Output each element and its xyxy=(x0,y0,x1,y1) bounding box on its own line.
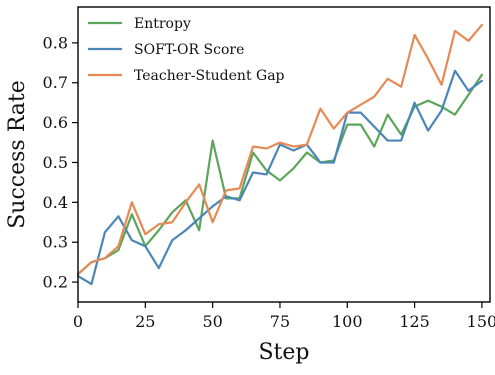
x-axis-title: Step xyxy=(258,340,309,365)
plot-frame xyxy=(77,6,491,303)
series-layer xyxy=(76,23,484,286)
x-tick-label: 125 xyxy=(399,312,430,331)
x-tick-label: 150 xyxy=(467,312,495,331)
x-tick-label: 0 xyxy=(73,312,83,331)
y-tick-label: 0.6 xyxy=(43,113,68,132)
legend: Entropy SOFT-OR Score Teacher-Student Gap xyxy=(88,16,285,84)
series-line-teacher-student-gap xyxy=(76,23,484,276)
x-tick-label: 75 xyxy=(270,312,290,331)
x-tick-label: 100 xyxy=(332,312,363,331)
legend-label-soft-or-score: SOFT-OR Score xyxy=(134,42,244,58)
y-tick-label: 0.7 xyxy=(43,73,68,92)
y-tick-label: 0.4 xyxy=(43,193,68,212)
y-axis-title: Success Rate xyxy=(5,80,30,229)
x-tick-label: 25 xyxy=(135,312,155,331)
legend-label-teacher-student-gap: Teacher-Student Gap xyxy=(134,68,285,84)
y-tick-label: 0.2 xyxy=(43,273,68,292)
y-tick-label: 0.8 xyxy=(43,33,68,52)
series-line-soft-or-score xyxy=(76,69,484,286)
x-tick-label: 50 xyxy=(202,312,222,331)
y-axis: 0.2 0.3 0.4 0.5 0.6 0.7 0.8 xyxy=(43,33,78,292)
legend-label-entropy: Entropy xyxy=(134,16,191,32)
y-tick-label: 0.3 xyxy=(43,233,68,252)
x-axis: 0 25 50 75 100 125 150 xyxy=(73,302,495,331)
y-tick-label: 0.5 xyxy=(43,153,68,172)
